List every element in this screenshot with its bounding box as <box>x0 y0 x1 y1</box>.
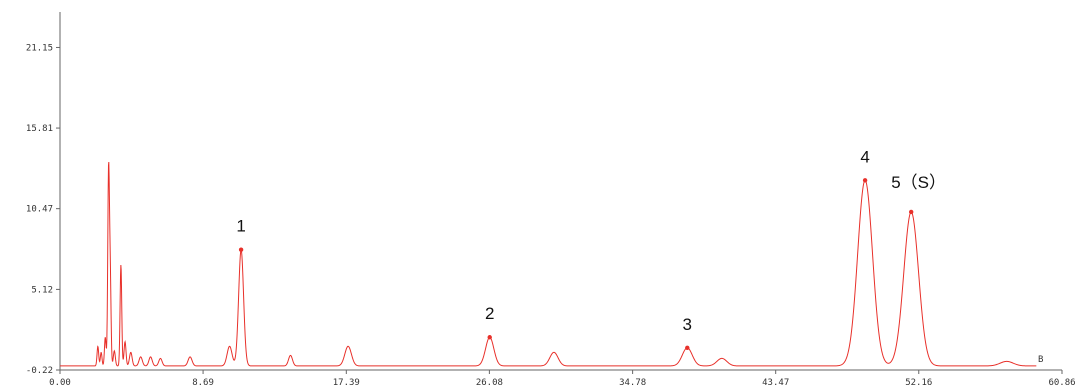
x-axis-ticks: 0.00 8.69 17.39 26.08 34.78 43.47 52.16 60.86 <box>49 370 1076 388</box>
peak-label: 1 <box>236 217 245 236</box>
peak-marker <box>908 209 914 215</box>
x-tick-label: 60.86 <box>1048 378 1075 388</box>
peak-label: 4 <box>860 147 869 166</box>
y-tick-label: 10.47 <box>26 205 53 215</box>
chromatogram-trace <box>60 161 1037 367</box>
peak-labels: 1 2 3 4 5（S） <box>236 147 946 334</box>
x-tick-label: 34.78 <box>619 378 646 388</box>
peak-marker <box>862 178 868 183</box>
peak-marker <box>685 345 690 351</box>
peak-markers <box>238 178 914 351</box>
x-tick-label: 0.00 <box>49 378 71 388</box>
peak-marker <box>487 335 492 340</box>
x-tick-label: 8.69 <box>192 378 214 388</box>
y-tick-label: 5.12 <box>31 285 53 295</box>
x-tick-label: 17.39 <box>333 378 360 388</box>
peak-label: 5（S） <box>891 173 946 192</box>
peak-label: 3 <box>683 315 692 334</box>
end-marker: B <box>1038 355 1043 365</box>
peak-marker <box>238 247 244 252</box>
y-tick-label: 15.81 <box>26 124 53 134</box>
y-tick-label: 21.15 <box>26 43 53 53</box>
y-tick-label: -0.22 <box>26 366 53 376</box>
x-tick-label: 52.16 <box>905 378 932 388</box>
x-tick-label: 43.47 <box>762 378 789 388</box>
peak-label: 2 <box>485 304 494 323</box>
x-tick-label: 26.08 <box>476 378 503 388</box>
y-axis-ticks: -0.22 5.12 10.47 15.81 21.15 <box>26 43 60 376</box>
